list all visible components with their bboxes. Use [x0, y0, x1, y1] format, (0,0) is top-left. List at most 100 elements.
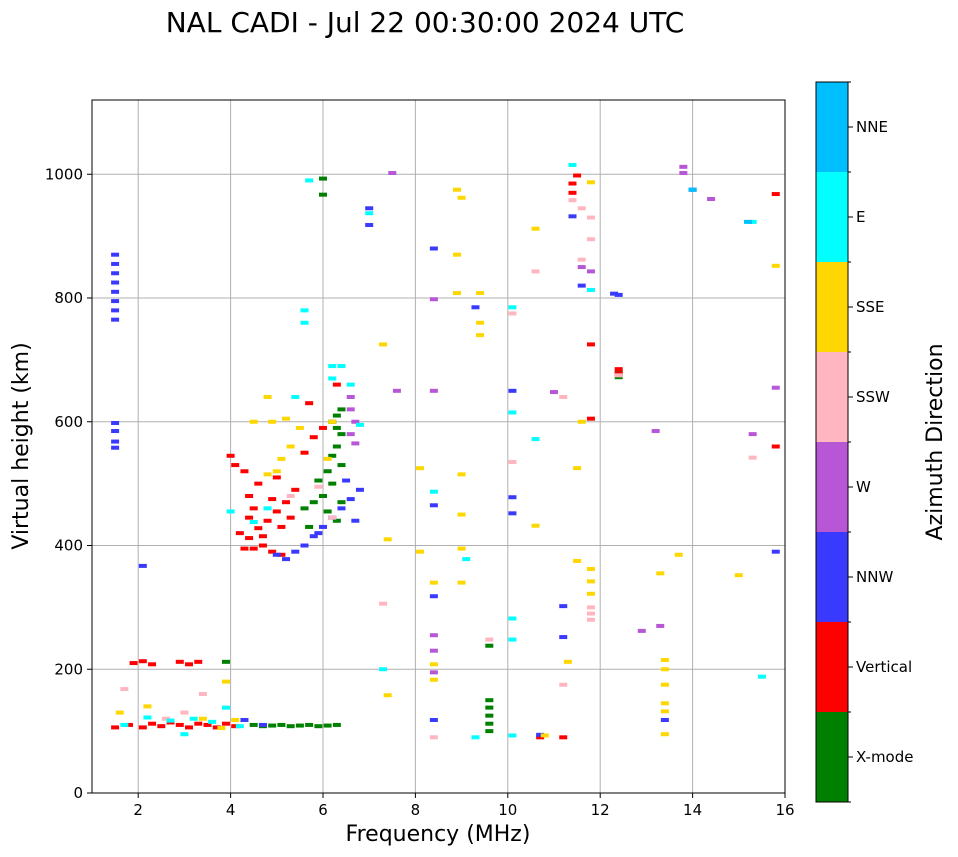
- point-nnw: [111, 280, 120, 285]
- point-e: [365, 211, 374, 216]
- point-sse: [295, 425, 304, 430]
- point-e: [355, 422, 364, 427]
- point-sse: [660, 732, 669, 737]
- point-vertical: [586, 416, 595, 421]
- point-e: [586, 287, 595, 292]
- point-vertical: [254, 526, 263, 531]
- colorbar-tick-label: Vertical: [856, 658, 912, 676]
- colorbar-label: Azimuth Direction: [923, 343, 948, 540]
- point-w: [651, 429, 660, 434]
- point-e: [508, 305, 517, 310]
- point-w: [637, 628, 646, 633]
- point-nnw: [111, 271, 120, 276]
- point-nnw: [577, 283, 586, 288]
- point-e: [568, 162, 577, 167]
- point-ssw: [161, 716, 170, 721]
- point-nnw: [111, 261, 120, 266]
- point-vertical: [185, 662, 194, 667]
- point-vertical: [254, 481, 263, 486]
- colorbar-tick-label: NNW: [856, 568, 893, 586]
- point-vertical: [272, 475, 281, 480]
- point-w: [586, 269, 595, 274]
- point-nnw: [429, 246, 438, 251]
- x-tick-label: 8: [411, 801, 421, 819]
- point-vertical: [614, 367, 623, 372]
- point-sse: [452, 252, 461, 257]
- point-vertical: [332, 382, 341, 387]
- point-sse: [563, 659, 572, 664]
- point-w: [429, 670, 438, 675]
- point-vertical: [148, 662, 157, 667]
- point-vertical: [559, 735, 568, 740]
- point-e: [757, 674, 766, 679]
- point-vertical: [258, 543, 267, 548]
- colorbar-tick-label: SSW: [856, 388, 890, 406]
- point-w: [429, 297, 438, 302]
- point-sse: [674, 552, 683, 557]
- point-sse: [457, 512, 466, 517]
- point-sse: [217, 726, 226, 731]
- point-x-mode: [319, 192, 327, 197]
- point-sse: [531, 226, 540, 231]
- point-vertical: [138, 725, 147, 730]
- point-w: [679, 171, 688, 176]
- point-nnw: [319, 524, 327, 529]
- point-nnw: [536, 732, 545, 737]
- point-nnw: [771, 549, 780, 554]
- point-nnw: [111, 429, 120, 434]
- point-x-mode: [485, 705, 494, 710]
- point-vertical: [268, 497, 277, 502]
- point-nnw: [355, 487, 364, 492]
- point-e: [120, 722, 129, 727]
- point-sse: [586, 567, 595, 572]
- point-x-mode: [337, 500, 346, 505]
- colorbar-tick-label: E: [856, 208, 865, 226]
- point-w: [346, 432, 355, 437]
- colorbar-segment-sse: [816, 262, 848, 352]
- colorbar-tick-label: SSE: [856, 298, 885, 316]
- point-x-mode: [268, 723, 277, 728]
- point-x-mode: [485, 698, 494, 703]
- point-w: [429, 388, 438, 393]
- point-ssw: [586, 605, 595, 610]
- point-sse: [531, 523, 540, 528]
- point-vertical: [286, 515, 295, 520]
- point-nnw: [429, 594, 438, 599]
- point-sse: [476, 333, 485, 338]
- point-vertical: [536, 735, 545, 740]
- point-ssw: [379, 601, 388, 606]
- point-e: [305, 178, 314, 183]
- point-nne: [744, 219, 753, 224]
- point-x-mode: [485, 713, 494, 718]
- point-x-mode: [300, 506, 309, 511]
- point-nnw: [351, 518, 360, 523]
- point-nnw: [309, 534, 318, 539]
- colorbar: X-mode Vertical NNW W SSW SSE E NNE: [815, 81, 913, 803]
- plot-frame: [91, 99, 786, 794]
- point-sse: [452, 291, 461, 296]
- x-tick-label: 4: [226, 801, 236, 819]
- point-ssw: [180, 710, 189, 715]
- point-vertical: [300, 450, 309, 455]
- point-nnw: [138, 563, 147, 568]
- x-axis-ticks: 2 4 6 8 10 12 14 16: [133, 793, 795, 819]
- point-ssw: [748, 455, 757, 460]
- colorbar-tick-label: NNE: [856, 118, 888, 136]
- point-vertical: [309, 435, 318, 440]
- point-sse: [328, 419, 337, 424]
- point-w: [656, 623, 665, 628]
- point-vertical: [277, 524, 286, 529]
- point-x-mode: [332, 518, 341, 523]
- point-sse: [231, 717, 240, 722]
- point-ssw: [577, 206, 586, 211]
- point-nnw: [111, 289, 120, 294]
- point-nne: [688, 187, 697, 192]
- colorbar-segment-nnw: [816, 532, 848, 622]
- point-e: [508, 410, 517, 415]
- point-sse: [457, 580, 466, 585]
- point-vertical: [129, 661, 138, 666]
- point-nnw: [291, 549, 300, 554]
- y-tick-label: 600: [54, 413, 83, 431]
- point-e: [143, 715, 152, 720]
- point-sse: [457, 195, 466, 200]
